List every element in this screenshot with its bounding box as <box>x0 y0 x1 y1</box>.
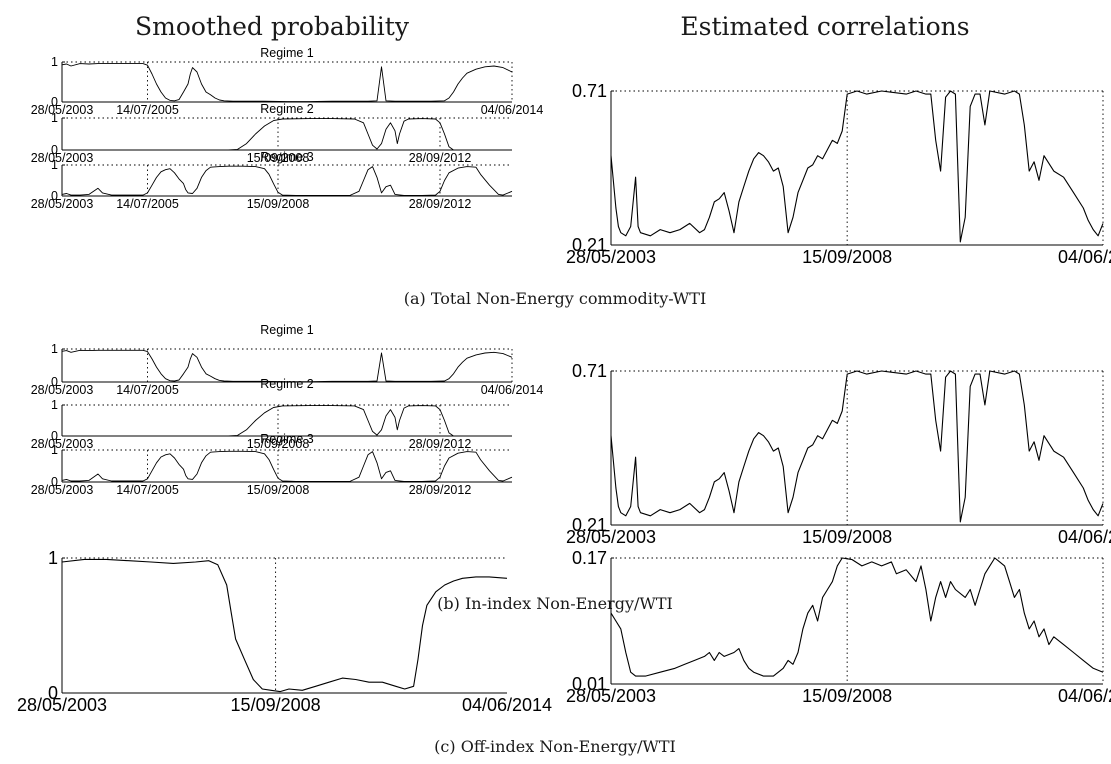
series-line <box>61 558 508 693</box>
series-line <box>61 165 513 196</box>
y-tick-label: 0.01 <box>572 674 607 694</box>
y-tick-label: 0 <box>51 429 58 443</box>
series-line <box>61 450 513 482</box>
caption-b: (b) In-index Non-Energy/WTI <box>437 594 673 613</box>
y-tick-label: 1 <box>51 398 58 412</box>
series-line <box>610 370 1104 523</box>
y-tick-label: 0 <box>51 375 58 389</box>
regime-title: Regime 2 <box>260 102 314 116</box>
y-tick-label: 0.21 <box>572 235 607 255</box>
regime-title: Regime 3 <box>260 432 314 446</box>
x-tick-label: 28/05/2003 <box>31 483 94 497</box>
y-tick-label: 0 <box>51 475 58 489</box>
y-tick-label: 0.71 <box>572 361 607 381</box>
panel-a-regime-1: Regime 1 0 1 28/05/2003 14/07/2005 04/06/2014 <box>31 46 544 117</box>
regime-title: Regime 2 <box>260 377 314 391</box>
x-tick-label: 28/05/2003 <box>31 103 94 117</box>
x-tick-label: 28/05/2003 <box>31 437 94 451</box>
caption-c: (c) Off-index Non-Energy/WTI <box>434 737 676 756</box>
x-tick-label: 15/09/2008 <box>802 527 892 547</box>
x-tick-label: 28/09/2012 <box>409 197 472 211</box>
caption-a: (a) Total Non-Energy commodity-WTI <box>404 289 707 308</box>
x-tick-label: 28/09/2012 <box>409 437 472 451</box>
y-tick-label: 1 <box>51 443 58 457</box>
panel-a-correlation: 0.21 0.71 28/05/2003 15/09/2008 04/06/2014 <box>566 81 1111 267</box>
x-tick-label: 15/09/2008 <box>802 247 892 267</box>
y-tick-label: 1 <box>51 342 58 356</box>
series-line <box>610 90 1104 243</box>
x-tick-label: 28/05/2003 <box>566 686 656 706</box>
y-tick-label: 1 <box>51 55 58 69</box>
left-column-heading: Smoothed probability <box>135 12 410 41</box>
panel-c-correlation: 0.01 0.17 28/05/2003 15/09/2008 04/06/2014 <box>566 548 1111 706</box>
x-tick-label: 15/09/2008 <box>802 686 892 706</box>
x-tick-label: 04/06/2014 <box>481 383 544 397</box>
x-tick-label: 28/05/2003 <box>31 383 94 397</box>
regime-title: Regime 1 <box>260 46 314 60</box>
x-tick-label: 15/09/2008 <box>247 197 310 211</box>
x-tick-label: 28/09/2012 <box>409 151 472 165</box>
x-tick-label: 14/07/2005 <box>116 103 179 117</box>
x-tick-label: 28/05/2003 <box>31 197 94 211</box>
y-tick-label: 0.17 <box>572 548 607 568</box>
x-tick-label: 14/07/2005 <box>116 383 179 397</box>
panel-b-regime-1: Regime 1 0 1 28/05/2003 14/07/2005 04/06/2014 <box>31 323 544 397</box>
right-column-heading: Estimated correlations <box>680 12 969 41</box>
x-tick-label: 04/06/2014 <box>481 103 544 117</box>
regime-title: Regime 3 <box>260 150 314 164</box>
x-tick-label: 15/09/2008 <box>247 437 310 451</box>
y-tick-label: 1 <box>48 548 58 568</box>
x-tick-label: 28/05/2003 <box>17 695 107 715</box>
x-tick-label: 04/06/2014 <box>1058 247 1111 267</box>
x-tick-label: 04/06/2014 <box>1058 527 1111 547</box>
x-tick-label: 28/05/2003 <box>31 151 94 165</box>
y-tick-label: 0 <box>51 95 58 109</box>
x-tick-label: 28/05/2003 <box>566 247 656 267</box>
y-tick-label: 0 <box>51 143 58 157</box>
x-tick-label: 28/05/2003 <box>566 527 656 547</box>
series-line <box>62 118 512 151</box>
x-tick-label: 14/07/2005 <box>116 197 179 211</box>
series-line <box>61 63 513 103</box>
y-tick-label: 0.71 <box>572 81 607 101</box>
series-line <box>610 557 1104 677</box>
y-tick-label: 1 <box>51 158 58 172</box>
y-tick-label: 0.21 <box>572 515 607 535</box>
panel-b-correlation: 0.21 0.71 28/05/2003 15/09/2008 04/06/2014 <box>566 361 1111 547</box>
panel-c-probability: 0 1 28/05/2003 15/09/2008 04/06/2014 <box>17 548 552 715</box>
series-line <box>61 349 513 383</box>
x-tick-label: 15/09/2008 <box>247 483 310 497</box>
regime-title: Regime 1 <box>260 323 314 337</box>
series-line <box>62 405 512 437</box>
x-tick-label: 04/06/2014 <box>462 695 552 715</box>
y-tick-label: 0 <box>51 189 58 203</box>
x-tick-label: 15/09/2008 <box>231 695 321 715</box>
x-tick-label: 04/06/2014 <box>1058 686 1111 706</box>
y-tick-label: 0 <box>48 683 58 703</box>
x-tick-label: 28/09/2012 <box>409 483 472 497</box>
x-tick-label: 15/09/2008 <box>247 151 310 165</box>
x-tick-label: 14/07/2005 <box>116 483 179 497</box>
y-tick-label: 1 <box>51 111 58 125</box>
